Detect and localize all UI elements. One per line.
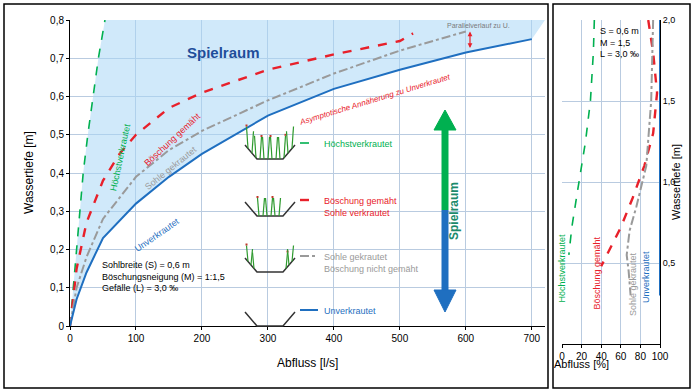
svg-text:60: 60 bbox=[615, 351, 627, 362]
svg-text:Höchstverkrautet: Höchstverkrautet bbox=[324, 139, 393, 149]
svg-text:0,5: 0,5 bbox=[50, 129, 64, 140]
svg-text:Sohlbreite (S) = 0,6 mBöschung: Sohlbreite (S) = 0,6 mBöschungsneigung (… bbox=[102, 260, 225, 293]
svg-text:Abfluss [%]: Abfluss [%] bbox=[554, 358, 609, 370]
svg-text:Unverkrautet: Unverkrautet bbox=[641, 251, 651, 303]
svg-text:Unverkrautet: Unverkrautet bbox=[133, 216, 181, 254]
svg-text:0,8: 0,8 bbox=[50, 15, 64, 26]
svg-text:400: 400 bbox=[326, 333, 343, 344]
svg-text:Wassertiefe [m]: Wassertiefe [m] bbox=[22, 131, 36, 214]
svg-text:40: 40 bbox=[596, 351, 608, 362]
svg-text:Spielraum: Spielraum bbox=[447, 182, 461, 240]
svg-text:300: 300 bbox=[260, 333, 277, 344]
svg-text:0,1: 0,1 bbox=[50, 282, 64, 293]
svg-text:1,0: 1,0 bbox=[663, 177, 676, 187]
svg-text:0,4: 0,4 bbox=[50, 168, 64, 179]
svg-text:0: 0 bbox=[67, 333, 73, 344]
svg-text:600: 600 bbox=[457, 333, 474, 344]
svg-text:Unverkrautet: Unverkrautet bbox=[324, 306, 376, 316]
svg-text:Höchstverkrautet: Höchstverkrautet bbox=[557, 234, 567, 303]
svg-text:Böschung gemähtSohle verkraute: Böschung gemähtSohle verkrautet bbox=[324, 196, 397, 218]
svg-text:80: 80 bbox=[635, 351, 647, 362]
svg-text:0,5: 0,5 bbox=[663, 258, 676, 268]
svg-text:Sohle gekrautetBöschung nicht: Sohle gekrautetBöschung nicht gemäht bbox=[324, 252, 419, 274]
svg-text:Böschung gemäht: Böschung gemäht bbox=[142, 111, 202, 168]
svg-text:100: 100 bbox=[652, 351, 669, 362]
svg-text:0: 0 bbox=[58, 321, 64, 332]
svg-text:Sohle gekrautet: Sohle gekrautet bbox=[628, 252, 638, 316]
svg-text:Höchstverkrautet: Höchstverkrautet bbox=[108, 123, 132, 192]
svg-text:Abfluss [l/s]: Abfluss [l/s] bbox=[277, 356, 338, 370]
svg-text:1,5: 1,5 bbox=[663, 96, 676, 106]
svg-text:0,7: 0,7 bbox=[50, 53, 64, 64]
svg-text:100: 100 bbox=[128, 333, 145, 344]
svg-text:0,3: 0,3 bbox=[50, 206, 64, 217]
svg-text:200: 200 bbox=[194, 333, 211, 344]
svg-text:0,6: 0,6 bbox=[50, 91, 64, 102]
svg-text:Böschung gemäht: Böschung gemäht bbox=[592, 236, 602, 309]
svg-text:20: 20 bbox=[576, 351, 588, 362]
svg-text:Wassertiefe [m]: Wassertiefe [m] bbox=[670, 144, 682, 220]
svg-text:Asymptotische Annäherung zu Un: Asymptotische Annäherung zu Unverkrautet bbox=[298, 72, 452, 127]
svg-text:Spielraum: Spielraum bbox=[187, 44, 260, 61]
svg-text:S = 0,6 mM = 1,5L = 3,0 ‰: S = 0,6 mM = 1,5L = 3,0 ‰ bbox=[600, 26, 639, 59]
svg-text:500: 500 bbox=[392, 333, 409, 344]
svg-text:2,0: 2,0 bbox=[663, 15, 676, 25]
svg-text:Sohle gekrautet: Sohle gekrautet bbox=[143, 144, 199, 192]
svg-text:0: 0 bbox=[559, 351, 565, 362]
svg-text:0,2: 0,2 bbox=[50, 244, 64, 255]
svg-text:700: 700 bbox=[523, 333, 540, 344]
svg-text:Parallelverlauf zu U.: Parallelverlauf zu U. bbox=[447, 22, 510, 29]
